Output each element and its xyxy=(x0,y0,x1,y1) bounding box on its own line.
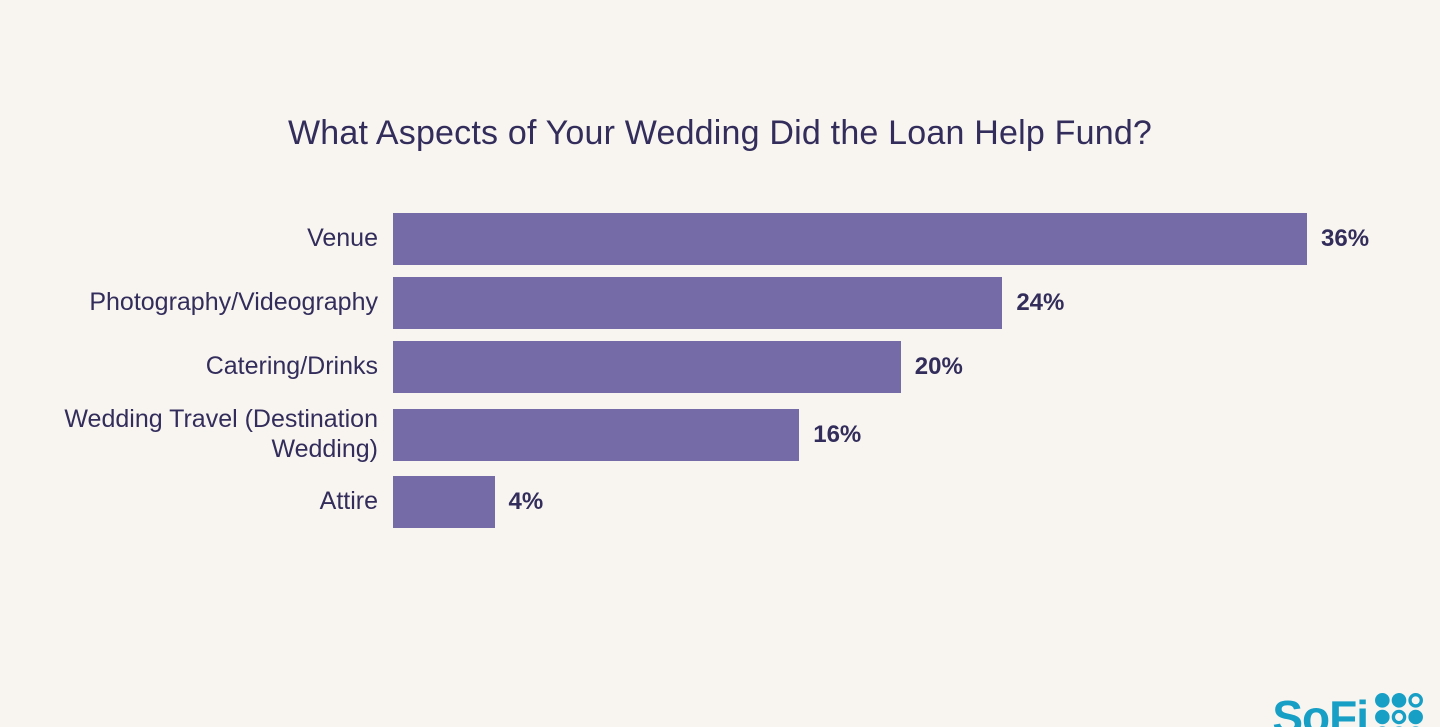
category-label: Wedding Travel (Destination Wedding) xyxy=(64,405,378,463)
bar xyxy=(393,476,495,528)
bar xyxy=(393,277,1003,329)
value-label: 24% xyxy=(1016,289,1065,316)
bar xyxy=(393,213,1307,265)
category-label: Photography/Videography xyxy=(89,288,378,317)
chart-row: Wedding Travel (Destination Wedding) 16% xyxy=(0,405,1440,464)
value-label: 4% xyxy=(508,488,544,515)
category-label: Venue xyxy=(307,224,378,253)
sofi-wordmark: SoFi xyxy=(1272,691,1369,727)
chart-title: What Aspects of Your Wedding Did the Loa… xyxy=(287,114,1153,152)
infographic: { "title": "What Aspects of Your Wedding… xyxy=(0,114,1440,727)
value-label: 16% xyxy=(813,420,862,448)
sofi-logo: SoFi xyxy=(1272,692,1424,727)
value-label: 20% xyxy=(914,353,963,380)
chart-row: Catering/Drinks 20% xyxy=(0,341,1440,393)
value-label: 36% xyxy=(1321,225,1370,252)
category-label: Attire xyxy=(319,487,378,516)
chart-row: Photography/Videography 24% xyxy=(0,277,1440,329)
chart-row: Attire 4% xyxy=(0,476,1440,528)
chart-row: Venue 36% xyxy=(0,213,1440,265)
category-label: Catering/Drinks xyxy=(205,352,378,381)
bar xyxy=(393,341,901,393)
bar xyxy=(393,408,800,461)
sofi-dot-grid-icon xyxy=(1375,693,1423,727)
bar-chart: Venue 36% Photography/Videography 24% Ca… xyxy=(0,213,1440,528)
